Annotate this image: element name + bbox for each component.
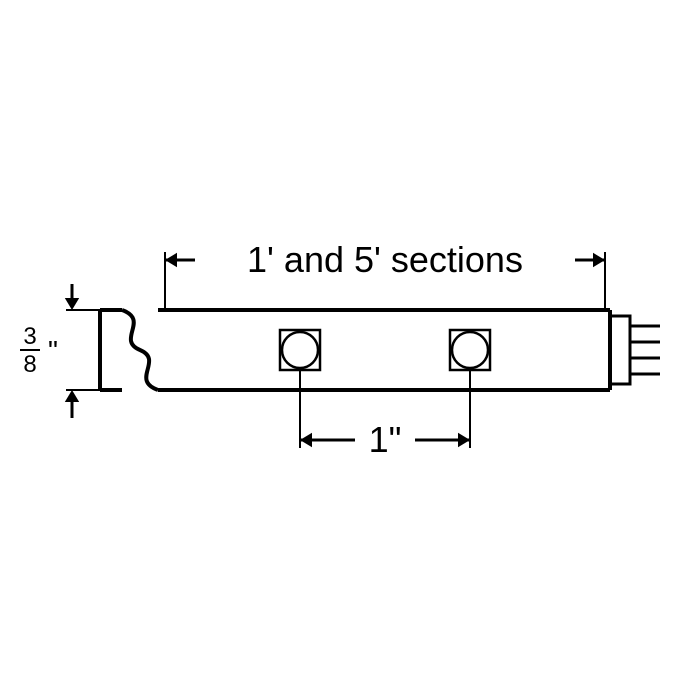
height-denominator: 8 [23,351,36,378]
height-unit: " [48,335,58,366]
height-numerator: 3 [23,323,36,350]
top-dimension-label: 1' and 5' sections [247,239,523,280]
spacing-dimension-label: 1" [369,419,402,460]
